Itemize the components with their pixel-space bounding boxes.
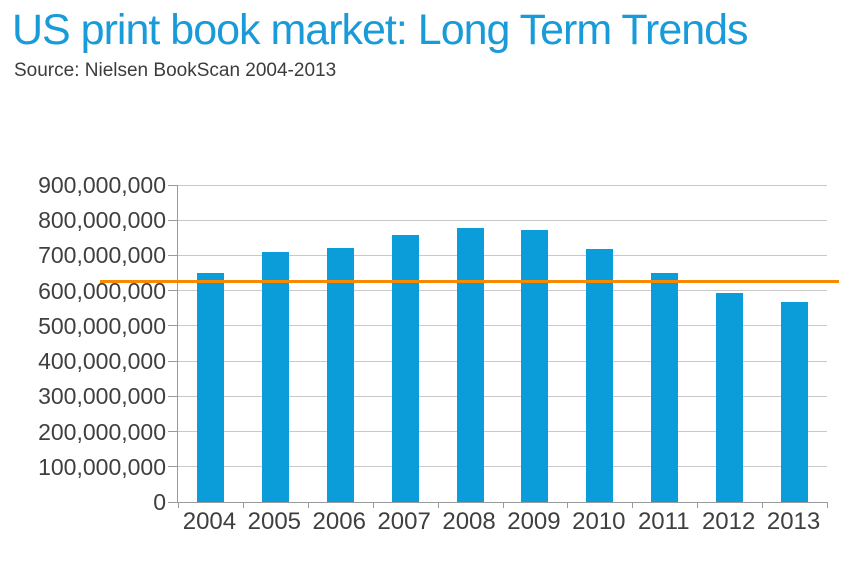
x-axis-label: 2008 [442,508,496,535]
gridline [178,325,827,327]
bar-2007 [391,235,419,502]
x-axis-tick [697,502,699,508]
plot-area [168,184,828,508]
bar-2009 [521,230,549,502]
y-axis-tick [168,431,178,433]
y-axis-tick [168,290,178,292]
x-axis-tick [502,502,504,508]
gridline [178,395,827,397]
y-axis-label: 700,000,000 [38,242,166,269]
x-axis-label: 2009 [507,508,561,535]
y-axis-label: 800,000,000 [38,207,166,234]
gridline [178,219,827,221]
x-axis-label: 2011 [637,508,690,535]
gridline [178,290,827,292]
x-axis-tick [567,502,569,508]
x-axis-label: 2007 [377,508,431,535]
bar-2011 [651,272,679,502]
gridline [178,431,827,433]
x-axis-tick [242,502,244,508]
y-axis-label: 400,000,000 [38,348,166,375]
x-axis-label: 2013 [766,508,821,535]
x-axis-label: 2012 [701,508,756,535]
bar-2012 [716,292,744,502]
bar-2004 [196,273,224,502]
y-axis-tick [168,360,178,362]
chart-title: US print book market: Long Term Trends [12,6,749,54]
y-axis-tick [168,501,178,503]
y-axis-label: 100,000,000 [38,453,166,480]
x-axis-tick [307,502,309,508]
x-axis-tick [178,502,179,508]
gridline [178,360,827,362]
x-axis-label: 2006 [312,508,366,535]
y-axis-label: 500,000,000 [38,312,166,339]
x-axis-label: 2005 [247,508,302,535]
x-axis-label: 2004 [182,508,237,535]
gridline [178,254,827,256]
x-axis-tick [372,502,374,508]
gridline [178,184,827,186]
y-axis-label: 0 [153,489,166,515]
y-axis-tick [168,254,178,256]
x-axis-tick [827,502,828,508]
y-axis-tick [168,395,178,397]
y-axis-tick [168,184,178,186]
gridline [178,466,827,468]
y-axis-label: 200,000,000 [38,418,166,445]
bar-2010 [586,249,614,502]
bar-2008 [456,227,484,502]
y-axis-label: 300,000,000 [38,383,166,410]
reference-line [100,280,839,284]
bar-2005 [261,251,289,502]
y-axis-tick [168,466,178,468]
x-axis-tick [762,502,764,508]
bar-2006 [326,248,354,502]
y-axis-tick [168,219,178,221]
y-axis-label: 900,000,000 [38,172,166,198]
x-axis-tick [632,502,634,508]
chart-subtitle: Source: Nielsen BookScan 2004-2013 [14,60,337,81]
y-axis-tick [168,325,178,327]
bar-2013 [781,302,809,502]
x-axis-label: 2010 [572,508,626,535]
x-axis-tick [437,502,439,508]
